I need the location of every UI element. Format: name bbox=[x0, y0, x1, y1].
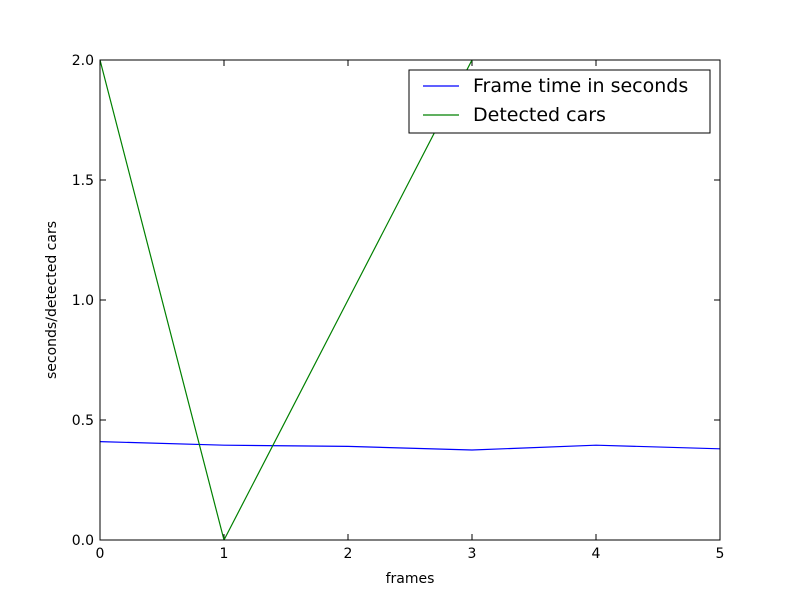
x-axis-label: frames bbox=[386, 571, 435, 587]
x-tick-label: 3 bbox=[468, 546, 477, 562]
y-tick-label: 0.5 bbox=[72, 413, 94, 429]
plot-lines bbox=[100, 60, 720, 540]
data-line bbox=[100, 60, 473, 540]
x-tick-label: 4 bbox=[592, 546, 601, 562]
x-tick-label: 1 bbox=[220, 546, 229, 562]
legend-box bbox=[408, 69, 711, 134]
y-axis-label: seconds/detected cars bbox=[44, 221, 60, 379]
legend-label: Frame time in seconds bbox=[473, 75, 688, 97]
x-tick-label: 0 bbox=[96, 546, 105, 562]
plot-frame bbox=[99, 59, 721, 541]
data-line bbox=[100, 441, 720, 451]
y-tick-label: 1.5 bbox=[72, 173, 94, 189]
x-tick-label: 2 bbox=[344, 546, 353, 562]
x-tick-label: 5 bbox=[716, 546, 725, 562]
y-tick-label: 1.0 bbox=[72, 293, 94, 309]
legend-label: Detected cars bbox=[473, 104, 606, 126]
y-tick-label: 2.0 bbox=[72, 53, 94, 69]
y-tick-label: 0.0 bbox=[72, 533, 94, 549]
